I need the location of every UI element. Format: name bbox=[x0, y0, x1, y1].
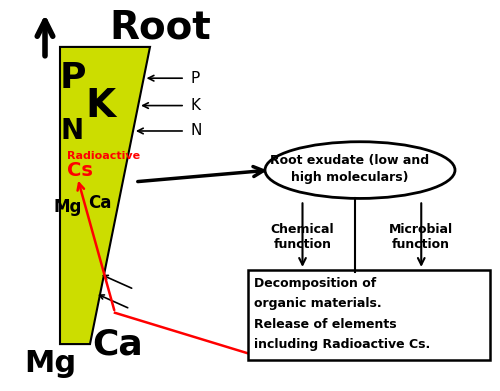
Text: Root exudate (low and: Root exudate (low and bbox=[270, 154, 430, 167]
Text: high moleculars): high moleculars) bbox=[291, 170, 409, 184]
Polygon shape bbox=[60, 47, 150, 344]
Text: Ca: Ca bbox=[92, 327, 143, 361]
Text: Ca: Ca bbox=[88, 194, 112, 212]
Text: Decomposition of: Decomposition of bbox=[254, 277, 376, 290]
Text: Release of elements: Release of elements bbox=[254, 317, 396, 331]
Text: Root: Root bbox=[109, 8, 211, 47]
Ellipse shape bbox=[265, 142, 455, 198]
Text: Mg: Mg bbox=[24, 349, 76, 378]
Text: organic materials.: organic materials. bbox=[254, 297, 382, 310]
Text: function: function bbox=[274, 239, 332, 251]
Text: Cs: Cs bbox=[68, 161, 94, 179]
Text: Chemical: Chemical bbox=[270, 223, 334, 236]
FancyBboxPatch shape bbox=[248, 270, 490, 360]
Text: P: P bbox=[190, 71, 199, 86]
Text: Microbial: Microbial bbox=[389, 223, 454, 236]
Text: N: N bbox=[190, 124, 202, 138]
Text: K: K bbox=[190, 98, 200, 113]
Text: Mg: Mg bbox=[54, 198, 82, 216]
Text: P: P bbox=[60, 61, 86, 95]
Text: including Radioactive Cs.: including Radioactive Cs. bbox=[254, 338, 430, 351]
Text: K: K bbox=[85, 86, 115, 125]
Text: function: function bbox=[392, 239, 450, 251]
Text: N: N bbox=[61, 117, 84, 145]
Text: Radioactive: Radioactive bbox=[68, 151, 140, 161]
